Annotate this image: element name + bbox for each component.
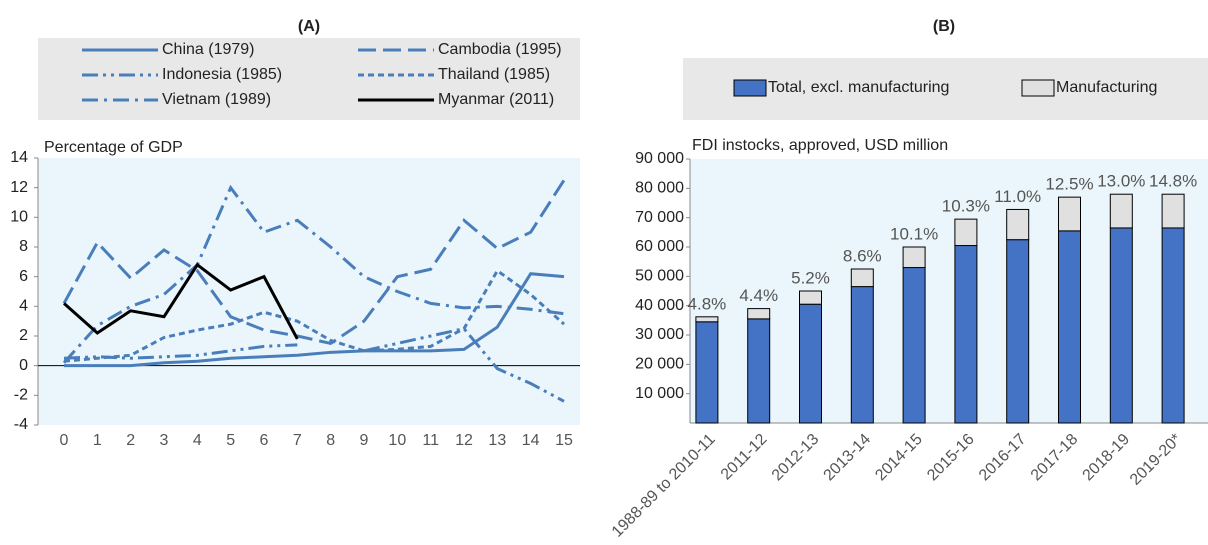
legend-label: Indonesia (1985) <box>162 66 282 83</box>
bar-annotation: 8.6% <box>843 246 882 265</box>
bar-annotation: 10.3% <box>942 197 990 216</box>
x-tick-label: 11 <box>422 432 439 449</box>
x-tick-label: 1988-89 to 2010-11 <box>609 431 719 540</box>
bar-segment <box>1161 227 1185 424</box>
y-tick-label: 12 <box>10 179 28 196</box>
bar-segment <box>902 267 926 424</box>
bar-segment <box>695 316 719 323</box>
legend-label: Thailand (1985) <box>438 66 550 83</box>
x-tick-label: 2017-18 <box>1028 431 1082 485</box>
series-line <box>63 262 299 340</box>
series-line <box>63 326 565 403</box>
x-tick-label: 2011-12 <box>718 431 771 484</box>
bar-segment <box>954 245 978 424</box>
x-tick-label: 6 <box>260 432 269 449</box>
y-tick-label: 50 000 <box>635 268 684 285</box>
y-tick-label: 80 000 <box>635 180 684 197</box>
series-line <box>62 184 565 364</box>
y-tick-label: 4 <box>19 298 28 315</box>
legend-box <box>38 38 580 120</box>
plot-area <box>38 158 580 425</box>
bar-annotation: 10.1% <box>890 224 938 243</box>
y-tick-label: 40 000 <box>635 297 684 314</box>
legend-swatch <box>1021 79 1055 97</box>
x-tick-label: 2 <box>126 432 135 449</box>
y-tick-label: 6 <box>19 268 28 285</box>
bar-segment <box>695 321 719 424</box>
panel-title: (A) <box>298 18 320 35</box>
y-tick-label: -2 <box>14 387 28 404</box>
bar-segment <box>1109 193 1133 229</box>
x-tick-label: 13 <box>488 432 506 449</box>
legend-label: China (1979) <box>162 41 255 58</box>
bar-annotation: 5.2% <box>791 268 830 287</box>
x-tick-label: 9 <box>360 432 369 449</box>
y-tick-label: 0 <box>19 357 28 374</box>
y-tick-label: 30 000 <box>635 326 684 343</box>
x-tick-label: 0 <box>60 432 69 449</box>
panel-title: (B) <box>933 18 955 35</box>
legend-label: Myanmar (2011) <box>438 91 554 108</box>
x-tick-label: 2018-19 <box>1080 431 1134 485</box>
x-tick-label: 15 <box>555 432 573 449</box>
series-line <box>64 272 565 368</box>
x-tick-label: 2012-13 <box>769 431 823 485</box>
legend-label: Vietnam (1989) <box>162 91 271 108</box>
x-tick-label: 3 <box>160 432 169 449</box>
bar-segment <box>1058 196 1081 232</box>
x-tick-label: 2019-20* <box>1127 431 1185 489</box>
x-tick-label: 10 <box>388 432 406 449</box>
x-tick-label: 2015-16 <box>924 431 978 485</box>
y-axis-label: Percentage of GDP <box>44 139 183 156</box>
bar-segment <box>850 268 874 288</box>
bar-segment <box>747 318 771 424</box>
y-tick-label: 90 000 <box>635 150 684 167</box>
bar-annotation: 4.4% <box>739 286 778 305</box>
legend-box <box>683 58 1208 120</box>
bar-segment <box>954 218 978 247</box>
x-tick-label: 2013-14 <box>821 431 875 485</box>
x-tick-label: 14 <box>522 432 540 449</box>
series-line <box>62 179 566 346</box>
y-tick-label: 20 000 <box>635 356 684 373</box>
bar-segment <box>1058 230 1081 424</box>
x-tick-label: 8 <box>326 432 335 449</box>
bar-segment <box>1006 239 1030 424</box>
bar-segment <box>850 286 874 424</box>
bar-annotation: 4.8% <box>688 294 727 313</box>
y-tick-label: -4 <box>14 416 28 433</box>
x-tick-label: 4 <box>193 432 202 449</box>
legend-label: Cambodia (1995) <box>438 41 562 58</box>
bar-segment <box>1006 208 1030 241</box>
bar-segment <box>1161 193 1185 229</box>
x-tick-label: 2016-17 <box>976 431 1030 485</box>
bar-annotation: 14.8% <box>1149 172 1197 191</box>
bar-segment <box>799 303 822 424</box>
legend-label: Total, excl. manufacturing <box>768 79 949 96</box>
bar-annotation: 13.0% <box>1097 172 1145 191</box>
legend-label: Manufacturing <box>1056 79 1157 96</box>
x-tick-label: 7 <box>293 432 302 449</box>
x-tick-label: 1 <box>93 432 102 449</box>
y-tick-label: 10 <box>10 209 28 226</box>
bar-annotation: 12.5% <box>1045 175 1093 194</box>
x-tick-label: 2014-15 <box>872 431 926 485</box>
y-tick-label: 2 <box>19 327 28 344</box>
y-tick-label: 60 000 <box>635 238 684 255</box>
y-tick-label: 8 <box>19 238 28 255</box>
bar-segment <box>799 290 822 305</box>
legend-swatch <box>733 79 767 97</box>
y-tick-label: 70 000 <box>635 209 684 226</box>
y-tick-label: 14 <box>10 149 28 166</box>
y-tick-label: 10 000 <box>635 385 684 402</box>
bar-annotation: 11.0% <box>994 187 1041 206</box>
x-tick-label: 5 <box>226 432 235 449</box>
bar-segment <box>747 308 771 320</box>
y-axis-label: FDI instocks, approved, USD million <box>692 137 948 154</box>
bar-segment <box>902 246 926 269</box>
bar-segment <box>1109 227 1133 424</box>
x-tick-label: 12 <box>455 432 473 449</box>
series-line <box>63 268 565 363</box>
